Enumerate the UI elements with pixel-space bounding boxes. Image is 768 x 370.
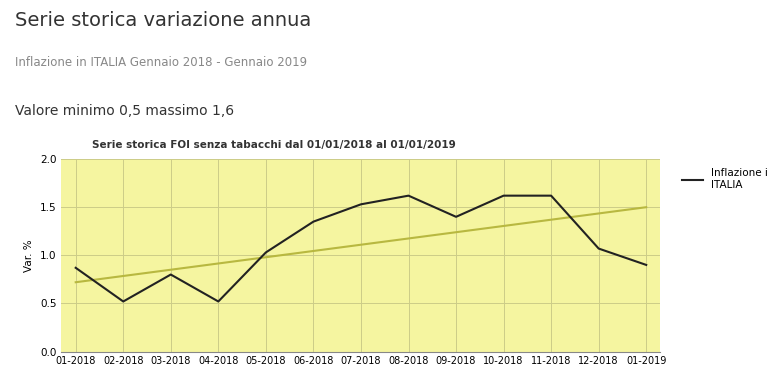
Text: Valore minimo 0,5 massimo 1,6: Valore minimo 0,5 massimo 1,6 — [15, 104, 234, 118]
Text: Inflazione in ITALIA Gennaio 2018 - Gennaio 2019: Inflazione in ITALIA Gennaio 2018 - Genn… — [15, 56, 307, 68]
Text: Serie storica FOI senza tabacchi dal 01/01/2018 al 01/01/2019: Serie storica FOI senza tabacchi dal 01/… — [92, 140, 456, 150]
Y-axis label: Var. %: Var. % — [25, 239, 35, 272]
Text: Serie storica variazione annua: Serie storica variazione annua — [15, 11, 312, 30]
Legend: Inflazione in
ITALIA: Inflazione in ITALIA — [677, 164, 768, 194]
